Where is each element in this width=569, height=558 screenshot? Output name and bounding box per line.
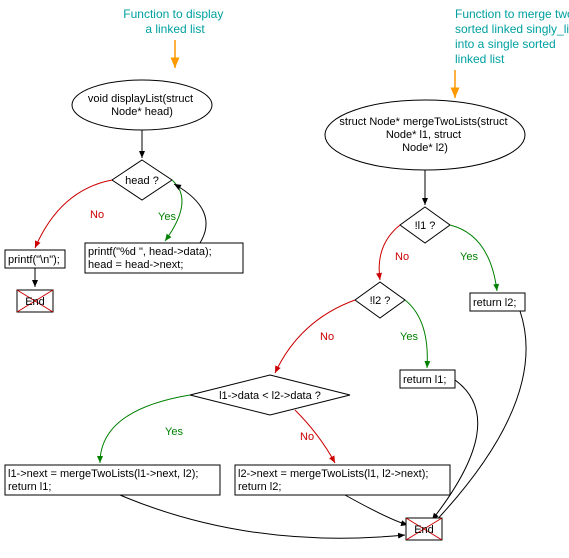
edge-l1-no-label: No [395, 251, 409, 263]
edge-l1-yes-label: Yes [460, 251, 478, 263]
edge-l1next-end [120, 495, 405, 538]
edge-data-yes-label: Yes [165, 426, 183, 438]
box-return-l2-text: return l2; [473, 297, 516, 309]
svg-text:End: End [25, 296, 45, 308]
edge-data-no-label: No [300, 431, 314, 443]
decision-head-text: head ? [125, 175, 159, 187]
right-end-node: End [406, 518, 442, 540]
edge-l2-no-label: No [320, 331, 334, 343]
edge-loop-back [174, 184, 206, 243]
edge-l2-no [275, 300, 355, 373]
decision-l2-text: !l2 ? [370, 295, 391, 307]
edge-l2-yes-label: Yes [400, 331, 418, 343]
edge-head-no-label: No [90, 209, 104, 221]
box-printf-newline-text: printf("\n"); [8, 254, 60, 266]
svg-text:End: End [414, 524, 434, 536]
edge-head-yes-label: Yes [158, 211, 176, 223]
box-return-l1-text: return l1; [403, 374, 446, 386]
left-annotation: Function to display a linked list [123, 7, 226, 36]
flowchart-diagram: Function to display a linked list void d… [0, 0, 569, 558]
left-end-node: End [17, 290, 53, 312]
edge-l2next-end [345, 495, 408, 525]
decision-data-text: l1->data < l2->data ? [219, 390, 321, 402]
left-flowchart: Function to display a linked list void d… [5, 7, 243, 312]
decision-l1-text: !l1 ? [415, 220, 436, 232]
left-start-node [72, 80, 212, 130]
right-annotation: Function to merge two sorted linked sing… [455, 7, 569, 66]
